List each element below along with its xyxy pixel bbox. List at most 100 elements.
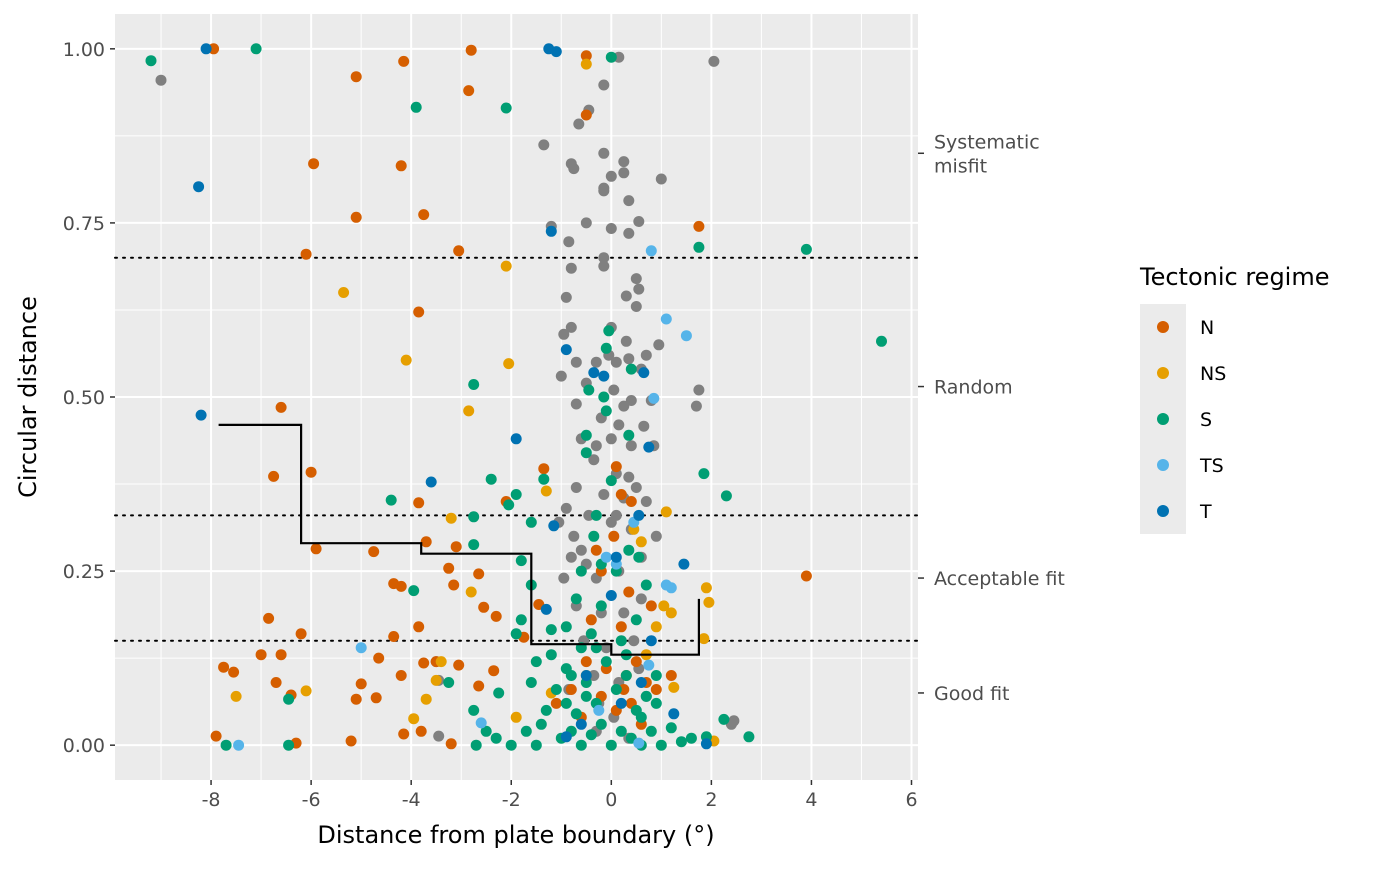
data-point-s <box>560 663 572 675</box>
data-point-unclassified <box>598 260 610 272</box>
legend: Tectonic regime N NS S TS T <box>1139 263 1330 534</box>
data-point-t <box>633 509 645 521</box>
data-point-s <box>675 736 687 748</box>
data-point-unclassified <box>623 353 635 365</box>
data-point-s <box>525 516 537 528</box>
data-point-s <box>385 494 397 506</box>
legend-key-n <box>1157 321 1169 333</box>
data-point-ns <box>430 674 442 686</box>
data-point-t <box>560 344 572 356</box>
data-point-n <box>300 248 312 260</box>
data-point-s <box>468 539 480 551</box>
data-point-n <box>550 697 562 709</box>
data-point-unclassified <box>623 227 635 239</box>
secondary-tick-label-line: misfit <box>934 155 987 177</box>
data-point-unclassified <box>568 163 580 175</box>
data-point-t <box>588 367 600 379</box>
data-point-ns <box>635 536 647 548</box>
data-point-t <box>635 677 647 688</box>
legend-label-ns: NS <box>1200 363 1226 385</box>
data-point-s <box>530 739 542 751</box>
data-point-ns <box>420 693 432 705</box>
data-point-unclassified <box>608 384 620 396</box>
data-point-s <box>640 690 652 702</box>
data-point-s <box>585 729 597 741</box>
data-point-t <box>200 43 212 55</box>
data-point-s <box>540 704 552 716</box>
data-point-n <box>418 209 430 221</box>
data-point-t <box>678 558 690 570</box>
data-point-s <box>633 551 645 563</box>
data-point-s <box>410 101 422 113</box>
data-point-t <box>598 370 610 382</box>
data-point-n <box>415 725 427 737</box>
data-point-n <box>345 735 357 747</box>
data-point-unclassified <box>598 185 610 197</box>
data-point-s <box>876 335 887 347</box>
data-point-n <box>350 71 362 83</box>
data-point-s <box>800 243 812 255</box>
data-point-n <box>565 684 577 695</box>
data-point-s <box>580 690 592 702</box>
x-tick-label: -8 <box>202 789 221 811</box>
y-tick-label: 0.00 <box>63 735 105 757</box>
data-point-n <box>413 621 425 633</box>
data-point-s <box>560 697 572 709</box>
data-point-s <box>490 732 502 744</box>
data-point-n <box>395 580 407 592</box>
data-point-s <box>600 656 612 668</box>
data-point-n <box>295 628 307 640</box>
data-point-n <box>395 160 407 172</box>
data-point-s <box>550 684 562 695</box>
data-point-n <box>693 220 705 232</box>
data-point-t <box>645 635 657 647</box>
data-point-s <box>580 447 592 459</box>
data-point-s <box>615 635 627 647</box>
legend-key-s <box>1157 413 1169 425</box>
data-point-unclassified <box>560 291 572 303</box>
data-point-unclassified <box>618 400 630 412</box>
data-point-ns <box>660 506 672 518</box>
data-point-s <box>743 731 755 743</box>
x-tick-label: 0 <box>605 789 617 811</box>
data-point-ns <box>500 260 512 272</box>
data-point-s <box>605 475 617 487</box>
data-point-n <box>395 670 407 681</box>
data-point-unclassified <box>655 173 667 185</box>
data-point-t <box>545 225 557 237</box>
data-point-n <box>275 401 287 413</box>
legend-key-ts <box>1157 459 1169 471</box>
legend-label-s: S <box>1200 409 1212 431</box>
data-point-unclassified <box>555 370 567 382</box>
data-point-unclassified <box>568 530 580 542</box>
data-point-t <box>548 520 560 532</box>
data-point-s <box>718 713 730 725</box>
data-point-s <box>145 55 157 67</box>
data-point-unclassified <box>575 544 587 556</box>
data-point-s <box>570 708 582 720</box>
secondary-tick-label: Good fit <box>934 683 1010 705</box>
data-point-unclassified <box>155 74 167 86</box>
data-point-s <box>503 499 515 511</box>
data-point-s <box>580 429 592 441</box>
data-point-ts <box>643 659 655 671</box>
data-point-unclassified <box>630 482 642 493</box>
data-point-ts <box>600 551 612 563</box>
data-point-s <box>560 621 572 633</box>
x-axis-title: Distance from plate boundary (°) <box>317 821 714 849</box>
data-point-n <box>585 614 597 626</box>
data-point-n <box>453 245 465 257</box>
data-point-n <box>445 738 457 750</box>
data-point-unclassified <box>623 195 635 207</box>
data-point-n <box>310 543 322 555</box>
data-point-s <box>655 739 667 751</box>
data-point-ns <box>400 354 412 366</box>
data-point-unclassified <box>563 236 575 248</box>
data-point-s <box>510 628 522 640</box>
data-point-unclassified <box>580 217 592 229</box>
data-point-ns <box>703 596 715 608</box>
data-point-unclassified <box>570 356 582 368</box>
data-point-ts <box>660 313 672 325</box>
data-point-unclassified <box>538 139 550 151</box>
data-point-t <box>193 181 205 193</box>
